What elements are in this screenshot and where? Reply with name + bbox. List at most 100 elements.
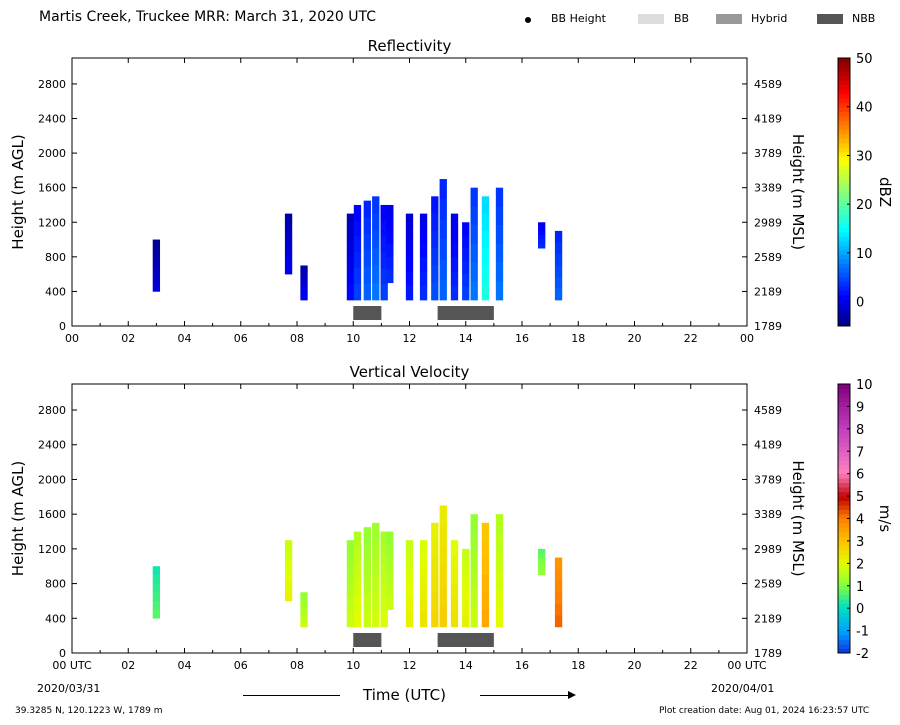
data-cell [439,239,447,261]
data-cell [380,595,388,612]
data-cell [284,550,293,561]
station-location: 39.3285 N, 120.1223 W, 1789 m [15,706,163,716]
data-cell [372,248,380,266]
data-cell [439,179,447,200]
nbb-band [437,306,494,320]
colorbar-segment [838,621,850,627]
data-cell [380,611,388,628]
data-cell [386,256,394,271]
data-cell [495,243,504,263]
colorbar-segment [838,214,850,220]
colorbar: 0 10 20 30 40 50 dBZ [837,52,894,327]
data-cell [284,243,293,255]
y-axis-label: Height (m AGL) [9,461,27,576]
colorbar-segment [838,317,850,322]
data-cell [554,277,563,289]
data-cell [538,566,546,571]
x-tick-label: 00 UTC [52,659,92,672]
start-date-label: 2020/03/31 [37,682,101,695]
data-cell [300,271,308,278]
colorbar-segment [838,133,850,139]
data-cell [152,274,161,284]
figure-title: Martis Creek, Truckee MRR: March 31, 202… [39,9,377,25]
data-cell [380,236,388,253]
colorbar-segment [838,111,850,117]
data-cell [386,596,394,610]
y-tick-label: 2000 [38,473,66,486]
y2-tick-label: 2989 [754,216,782,229]
colorbar-segment [838,540,850,546]
data-cell [554,265,563,278]
data-cell [431,248,439,266]
data-columns [152,505,563,628]
legend-hybrid-swatch [716,14,742,24]
y-tick-label: 400 [45,612,66,625]
data-cell [495,187,504,207]
y-tick-label: 2400 [38,439,66,452]
data-cell [554,253,563,266]
panel-title: Reflectivity [368,37,452,55]
colorbar-segment [838,384,850,389]
colorbar-segment [838,491,850,497]
data-cell [405,540,414,555]
data-cell [386,204,394,219]
y-tick-label: 800 [45,578,66,591]
data-cell [439,259,447,281]
data-cell [300,288,308,295]
colorbar-segment [838,223,850,229]
colorbar-segment [838,98,850,104]
data-cell [431,574,439,593]
data-cell [481,592,490,610]
nbb-band [437,633,494,647]
colorbar-segment [838,424,850,430]
colorbar-segment [838,241,850,246]
x-tick-label: 04 [178,659,192,672]
data-cell [470,589,478,609]
colorbar-tick-label: 50 [856,52,873,67]
data-cell [346,569,355,584]
data-cell [495,206,504,226]
colorbar-segment [838,567,850,573]
x-tick-label: 10 [346,332,360,345]
data-cell [470,225,478,245]
colorbar-segment [838,169,850,175]
colorbar-segment [838,644,850,649]
data-cell [450,554,459,570]
data-cell [380,268,388,285]
data-cell [353,611,362,628]
data-cell [284,253,293,265]
data-cell [284,590,293,602]
x-tick-label: 22 [684,332,698,345]
data-cell [495,551,504,571]
colorbar-segment [838,478,850,484]
colorbar-segment [838,590,850,596]
colorbar-segment [838,263,850,269]
data-cell [431,230,439,249]
data-cell [470,281,478,301]
data-cell [386,544,394,558]
data-cell [450,583,459,599]
time-arrow-right-line [480,695,570,696]
colorbar-segment [838,209,850,215]
colorbar-segment [838,558,850,564]
data-cell [439,525,447,547]
data-cell [346,554,355,570]
data-cell [346,598,355,613]
x-tick-label: 00 UTC [727,659,767,672]
data-cell [450,242,459,258]
data-cell [380,531,388,548]
data-cell [300,282,308,289]
data-cell [481,230,490,249]
data-cell [363,593,371,611]
colorbar-segment [838,451,850,457]
data-cell [380,204,388,222]
colorbar-segment [838,58,850,63]
data-cell [346,256,355,272]
colorbar-segment [838,183,850,188]
data-cell [462,613,470,628]
data-cell [152,609,161,619]
data-cell [363,543,371,561]
colorbar-segment [838,205,850,211]
colorbar-tick-label: 10 [856,378,873,393]
